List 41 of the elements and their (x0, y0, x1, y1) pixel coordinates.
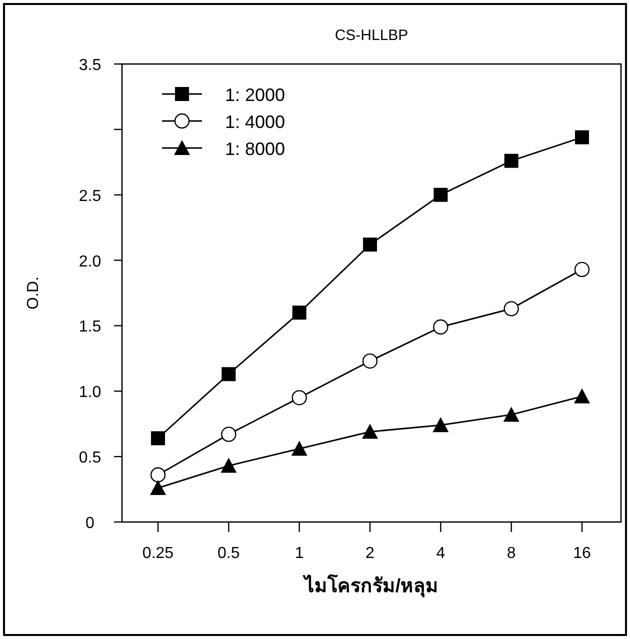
x-tick-label: 16 (573, 545, 591, 562)
x-tick-label: 2 (366, 545, 375, 562)
point (574, 262, 590, 278)
point (433, 319, 448, 335)
point (503, 406, 520, 422)
legend-label: 1: 4000 (225, 112, 286, 132)
point (363, 238, 377, 252)
point (221, 426, 236, 442)
y-tick-label: 1.5 (78, 318, 102, 336)
point (292, 306, 306, 320)
y-tick-label: 0.5 (78, 450, 102, 467)
x-tick-label: 8 (506, 545, 516, 562)
point (575, 130, 589, 144)
x-axis-title: ไมโครกรัม/หลุม (302, 574, 439, 598)
y-axis-title: O.D. (25, 276, 42, 310)
point (432, 417, 449, 432)
point (292, 390, 307, 406)
y-tick-label: 3.5 (78, 57, 102, 74)
y-tick-label: 0 (86, 515, 95, 532)
point (434, 188, 448, 202)
x-tick-label: 1 (294, 545, 304, 562)
point (504, 154, 518, 168)
point (150, 480, 166, 495)
point (151, 431, 165, 446)
y-tick-label: 2.0 (78, 253, 102, 270)
y-tick-label: 2.5 (78, 188, 102, 205)
point (150, 467, 166, 482)
legend-label: 1: 8000 (225, 139, 286, 159)
x-tick-label: 0.5 (218, 545, 240, 562)
point (291, 440, 308, 456)
x-tick-label: 0.25 (142, 545, 174, 562)
point (222, 367, 236, 382)
point (220, 458, 237, 473)
y-tick-label: 1.0 (78, 384, 102, 402)
point (504, 301, 519, 316)
point (574, 388, 590, 404)
point (362, 424, 378, 439)
legend-label: 1: 2000 (225, 85, 286, 105)
chart-title: CS-HLLBP (334, 27, 408, 44)
point (362, 353, 378, 369)
x-tick-label: 4 (436, 545, 446, 562)
